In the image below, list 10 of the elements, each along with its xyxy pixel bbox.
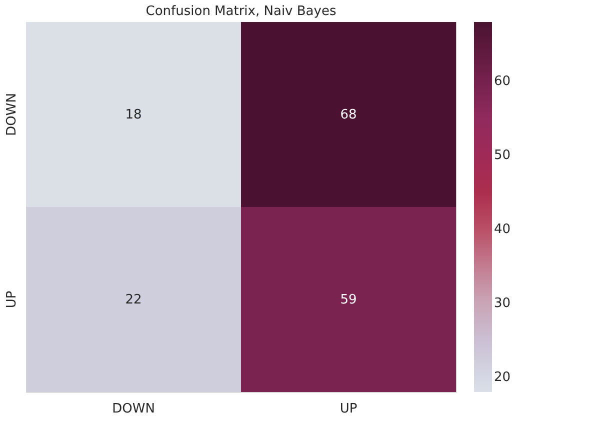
data-label: 22 — [125, 292, 142, 308]
color-bar-label: 60 — [494, 74, 511, 90]
color-bar-label: 20 — [494, 370, 511, 386]
color-bar-label: 40 — [494, 222, 511, 238]
data-label: 59 — [340, 292, 357, 308]
chart-title: Confusion Matrix, Naiv Bayes — [146, 4, 336, 19]
color-bar-label: 50 — [494, 148, 511, 164]
color-bar-label: 30 — [494, 296, 511, 312]
data-label: 68 — [340, 108, 357, 122]
data-label: 18 — [125, 108, 142, 122]
